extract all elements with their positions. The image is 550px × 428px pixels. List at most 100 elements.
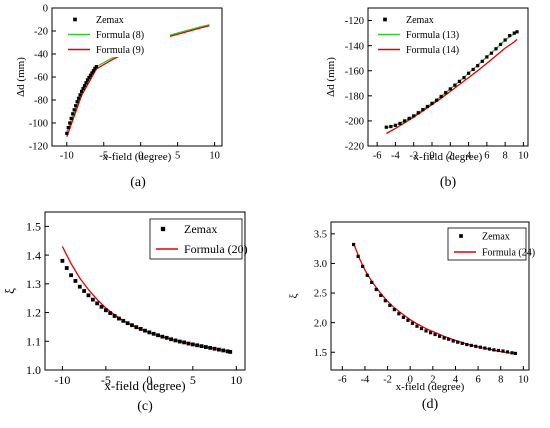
panel-caption: (b): [440, 175, 457, 190]
data-point: [388, 303, 392, 308]
x-tick-label: 10: [230, 373, 242, 387]
data-point: [425, 104, 430, 109]
x-tick-label: -2: [409, 151, 418, 162]
y-tick-label: -160: [345, 66, 364, 77]
y-tick-label: 1.5: [26, 220, 41, 234]
y-tick-label: -80: [34, 96, 48, 107]
data-point: [444, 91, 448, 95]
data-point: [469, 343, 473, 348]
data-point: [487, 347, 491, 351]
data-point: [416, 111, 420, 115]
data-point: [447, 337, 451, 341]
data-point: [169, 337, 173, 342]
x-tick-label: 0: [146, 373, 152, 387]
data-point: [99, 304, 104, 309]
data-point: [75, 100, 79, 104]
data-point: [489, 51, 494, 55]
data-point: [370, 280, 374, 284]
legend-marker: [73, 17, 77, 22]
y-axis-label: ξ: [2, 288, 17, 294]
legend-label: Formula (24): [482, 248, 535, 259]
y-tick-label: 3.0: [314, 259, 327, 270]
data-point: [112, 314, 117, 318]
data-point: [501, 349, 505, 353]
legend-marker: [459, 234, 463, 238]
x-tick-label: -5: [101, 373, 111, 387]
data-point: [195, 343, 200, 348]
data-point: [456, 340, 460, 344]
data-point: [225, 349, 230, 354]
data-point: [397, 312, 401, 316]
y-tick-label: -20: [34, 27, 48, 38]
data-point: [424, 329, 428, 333]
x-tick-label: 4: [453, 375, 459, 386]
data-point: [466, 71, 471, 75]
data-point: [462, 76, 466, 80]
legend-label: Zemax: [184, 222, 217, 236]
y-tick-label: 1.3: [26, 277, 41, 291]
data-point: [492, 348, 496, 352]
data-point: [428, 331, 433, 335]
x-tick-label: 5: [175, 151, 180, 162]
x-tick-label: -10: [60, 151, 74, 162]
data-point: [69, 273, 73, 278]
data-point: [103, 308, 108, 313]
x-tick-label: 10: [209, 151, 220, 162]
y-tick-label: 2.5: [314, 289, 327, 300]
y-tick-label: 3.5: [314, 230, 327, 241]
x-tick-label: 2: [448, 151, 453, 162]
data-point: [465, 342, 469, 347]
data-point: [68, 121, 72, 125]
data-point: [90, 71, 94, 75]
data-point: [513, 351, 518, 356]
data-point: [91, 69, 95, 73]
data-point: [82, 289, 87, 293]
data-point: [69, 116, 73, 120]
x-tick-label: 6: [484, 151, 489, 162]
y-tick-label: 1.1: [26, 334, 41, 348]
legend-marker: [383, 17, 387, 22]
x-axis-label: x-field (degree): [104, 378, 185, 393]
x-tick-label: 5: [190, 373, 196, 387]
data-point: [87, 75, 91, 80]
data-point: [156, 333, 160, 338]
data-point: [177, 339, 182, 344]
data-point: [93, 66, 97, 70]
data-point: [90, 297, 95, 302]
y-tick-label: 1.2: [26, 306, 41, 320]
legend-label: Formula (13): [406, 30, 459, 41]
data-point: [77, 284, 82, 289]
data-point: [72, 108, 76, 112]
legend-marker: [160, 226, 166, 232]
data-point: [510, 351, 514, 355]
data-point: [66, 126, 70, 130]
data-point: [433, 332, 437, 337]
data-point: [81, 86, 85, 91]
legend-label: Zemax: [482, 232, 510, 243]
plot-frame: [367, 7, 529, 147]
data-point: [483, 346, 487, 350]
data-point: [78, 93, 82, 97]
data-point: [117, 316, 121, 321]
data-point: [457, 79, 462, 83]
x-axis-label: x-field (degree): [396, 381, 465, 393]
x-tick-label: -6: [373, 151, 382, 162]
data-point: [125, 321, 130, 326]
data-point: [442, 336, 446, 340]
y-tick-label: 0: [43, 4, 48, 15]
x-tick-label: 4: [466, 151, 472, 162]
data-point: [438, 334, 442, 338]
data-point: [74, 104, 78, 108]
data-point: [108, 311, 113, 316]
series-group: [384, 30, 519, 135]
data-point: [77, 96, 81, 100]
x-tick-label: 8: [498, 375, 503, 386]
data-point: [439, 94, 443, 99]
y-tick-label: 1.5: [314, 348, 327, 359]
x-tick-label: 10: [518, 375, 529, 386]
data-point: [143, 328, 147, 333]
data-point: [65, 131, 69, 135]
y-tick-label: 1.0: [26, 363, 41, 377]
data-point: [393, 123, 398, 127]
